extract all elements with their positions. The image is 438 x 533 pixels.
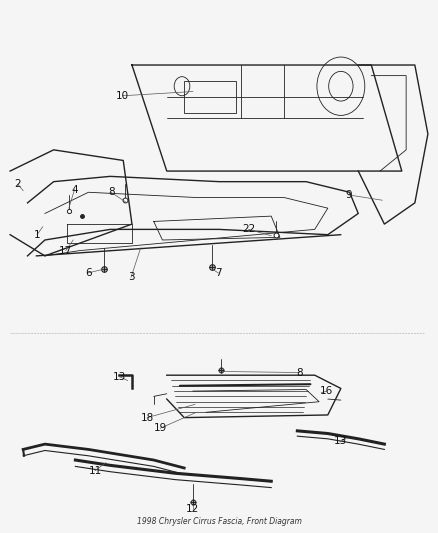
Text: 22: 22: [242, 224, 255, 235]
Text: 9: 9: [346, 190, 352, 200]
Text: 4: 4: [71, 184, 78, 195]
Text: 10: 10: [116, 91, 129, 101]
Text: 12: 12: [186, 504, 200, 514]
Text: 19: 19: [154, 423, 167, 433]
Text: 8: 8: [296, 368, 303, 377]
Text: 8: 8: [108, 187, 114, 197]
Bar: [184, 81, 237, 113]
Text: 11: 11: [88, 466, 102, 475]
Text: 13: 13: [333, 437, 346, 447]
Text: 7: 7: [215, 268, 222, 278]
Text: 6: 6: [85, 268, 92, 278]
Text: 13: 13: [113, 372, 127, 382]
Text: 2: 2: [14, 179, 21, 189]
Text: 16: 16: [320, 386, 334, 396]
Text: 17: 17: [59, 246, 72, 256]
Text: 1998 Chrysler Cirrus Fascia, Front Diagram: 1998 Chrysler Cirrus Fascia, Front Diagr…: [137, 518, 301, 526]
Text: 18: 18: [141, 413, 154, 423]
Text: 1: 1: [34, 230, 40, 240]
Text: 3: 3: [128, 272, 134, 282]
